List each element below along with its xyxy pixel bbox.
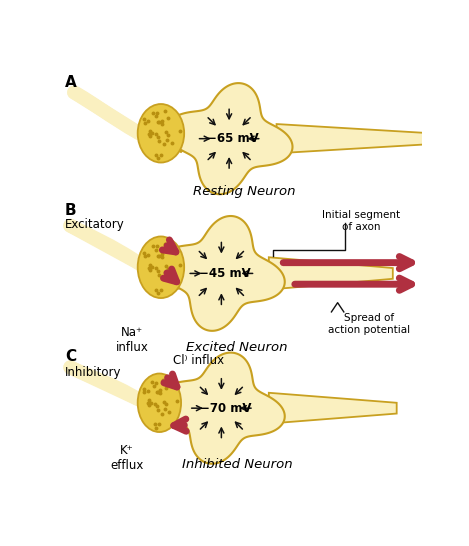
Text: Initial segment
of axon: Initial segment of axon bbox=[322, 210, 400, 232]
Text: A: A bbox=[65, 75, 76, 90]
Text: Inhibited Neuron: Inhibited Neuron bbox=[182, 458, 292, 471]
Ellipse shape bbox=[138, 236, 184, 298]
Text: Cl⁾ influx: Cl⁾ influx bbox=[174, 354, 225, 367]
Polygon shape bbox=[173, 247, 182, 290]
Ellipse shape bbox=[138, 104, 184, 163]
Polygon shape bbox=[166, 83, 293, 194]
Text: Na⁺
influx: Na⁺ influx bbox=[116, 326, 149, 354]
Text: B: B bbox=[65, 203, 76, 217]
Text: Inhibitory: Inhibitory bbox=[65, 366, 121, 379]
Polygon shape bbox=[269, 257, 393, 289]
Text: Excited Neuron: Excited Neuron bbox=[186, 341, 287, 354]
Ellipse shape bbox=[138, 373, 181, 432]
Text: K⁺
efflux: K⁺ efflux bbox=[110, 444, 144, 472]
Polygon shape bbox=[158, 353, 285, 464]
Text: −65 mV: −65 mV bbox=[207, 132, 259, 145]
Text: Resting Neuron: Resting Neuron bbox=[193, 185, 296, 198]
Polygon shape bbox=[181, 116, 182, 152]
Polygon shape bbox=[158, 216, 285, 331]
Text: Excitatory: Excitatory bbox=[65, 218, 125, 231]
Text: Spread of
action potential: Spread of action potential bbox=[327, 313, 410, 335]
Text: −45 mV: −45 mV bbox=[199, 267, 251, 280]
Text: −70 mV: −70 mV bbox=[199, 402, 251, 414]
Polygon shape bbox=[277, 124, 431, 153]
Polygon shape bbox=[269, 393, 397, 424]
Text: C: C bbox=[65, 349, 76, 364]
Polygon shape bbox=[173, 384, 180, 424]
